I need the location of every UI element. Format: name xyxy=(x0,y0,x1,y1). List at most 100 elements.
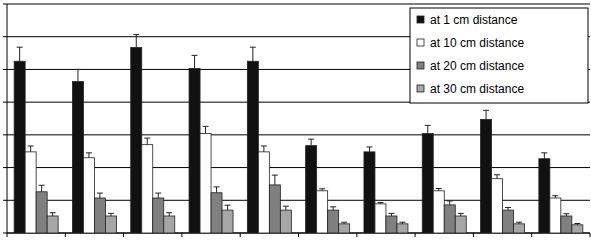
y-tick xyxy=(3,200,7,201)
bar xyxy=(142,145,153,233)
error-line xyxy=(216,187,217,193)
error-bar xyxy=(75,69,81,81)
bar xyxy=(222,210,233,233)
error-line xyxy=(263,146,264,152)
error-bar xyxy=(563,214,569,216)
error-cap xyxy=(399,222,405,223)
error-cap xyxy=(50,212,56,213)
bar xyxy=(153,198,164,233)
bar xyxy=(189,68,200,233)
error-cap xyxy=(494,174,500,175)
y-tick xyxy=(3,102,7,103)
error-cap xyxy=(86,152,92,153)
error-bar xyxy=(214,187,220,193)
error-bar xyxy=(308,139,314,146)
error-cap xyxy=(574,223,580,224)
error-bar xyxy=(388,213,394,216)
bar xyxy=(339,224,350,233)
legend-swatch xyxy=(417,16,424,23)
bar xyxy=(572,225,583,233)
error-cap xyxy=(17,47,23,48)
error-line xyxy=(205,126,206,133)
error-cap xyxy=(377,202,383,203)
error-line xyxy=(194,55,195,68)
legend-swatch xyxy=(417,39,424,46)
error-bar xyxy=(458,213,464,216)
error-bar xyxy=(250,47,256,61)
error-cap xyxy=(425,125,431,126)
x-tick xyxy=(590,233,591,237)
bar xyxy=(328,210,339,233)
error-cap xyxy=(366,146,372,147)
error-bar xyxy=(39,185,45,192)
legend: at 1 cm distanceat 10 cm distanceat 20 c… xyxy=(410,8,588,103)
error-bar xyxy=(541,153,547,159)
bar xyxy=(211,193,222,233)
bar xyxy=(258,152,269,233)
error-line xyxy=(449,201,450,205)
error-cap xyxy=(108,213,114,214)
legend-label: at 30 cm distance xyxy=(430,82,524,96)
error-bar xyxy=(552,196,558,198)
bar xyxy=(105,216,116,233)
error-line xyxy=(41,185,42,192)
legend-label: at 1 cm distance xyxy=(430,13,518,27)
error-cap xyxy=(541,152,547,153)
error-line xyxy=(311,139,312,146)
error-bar xyxy=(28,146,34,152)
error-cap xyxy=(39,185,45,186)
error-bar xyxy=(447,201,453,205)
bar xyxy=(94,198,105,233)
error-bar xyxy=(283,206,289,210)
error-cap xyxy=(75,69,81,70)
grid-line xyxy=(7,134,590,135)
error-bar xyxy=(483,110,489,119)
error-cap xyxy=(552,195,558,196)
x-tick xyxy=(473,233,474,237)
x-tick xyxy=(65,233,66,237)
error-cap xyxy=(203,126,209,127)
error-bar xyxy=(425,125,431,133)
error-bar xyxy=(50,213,56,216)
error-bar xyxy=(155,193,161,198)
bar xyxy=(14,61,25,233)
bar xyxy=(433,191,444,233)
bar xyxy=(375,204,386,233)
error-bar xyxy=(17,47,23,61)
error-bar xyxy=(225,205,231,210)
bar xyxy=(247,61,258,233)
error-bar xyxy=(319,189,325,191)
error-cap xyxy=(28,145,34,146)
bar xyxy=(25,152,36,233)
bar xyxy=(280,210,291,233)
error-bar xyxy=(516,222,522,224)
error-bar xyxy=(144,138,150,145)
bar xyxy=(481,119,492,233)
y-tick xyxy=(3,69,7,70)
bar xyxy=(164,216,175,233)
error-bar xyxy=(261,146,267,152)
error-line xyxy=(77,69,78,81)
error-line xyxy=(136,34,137,47)
error-cap xyxy=(505,207,511,208)
error-cap xyxy=(308,139,314,140)
y-tick xyxy=(3,233,7,234)
error-cap xyxy=(133,34,139,35)
bar xyxy=(131,48,142,233)
bar xyxy=(422,134,433,233)
bars xyxy=(14,34,583,233)
error-bar xyxy=(436,189,442,191)
error-line xyxy=(427,125,428,133)
bar xyxy=(200,134,211,233)
error-cap xyxy=(250,47,256,48)
error-line xyxy=(274,175,275,185)
x-tick xyxy=(240,233,241,237)
error-cap xyxy=(283,206,289,207)
legend-swatch xyxy=(417,62,424,69)
error-bar xyxy=(108,213,114,216)
error-line xyxy=(99,193,100,198)
bar xyxy=(561,216,572,233)
error-bar xyxy=(86,153,92,158)
legend-label: at 10 cm distance xyxy=(430,36,524,50)
x-tick xyxy=(531,233,532,237)
